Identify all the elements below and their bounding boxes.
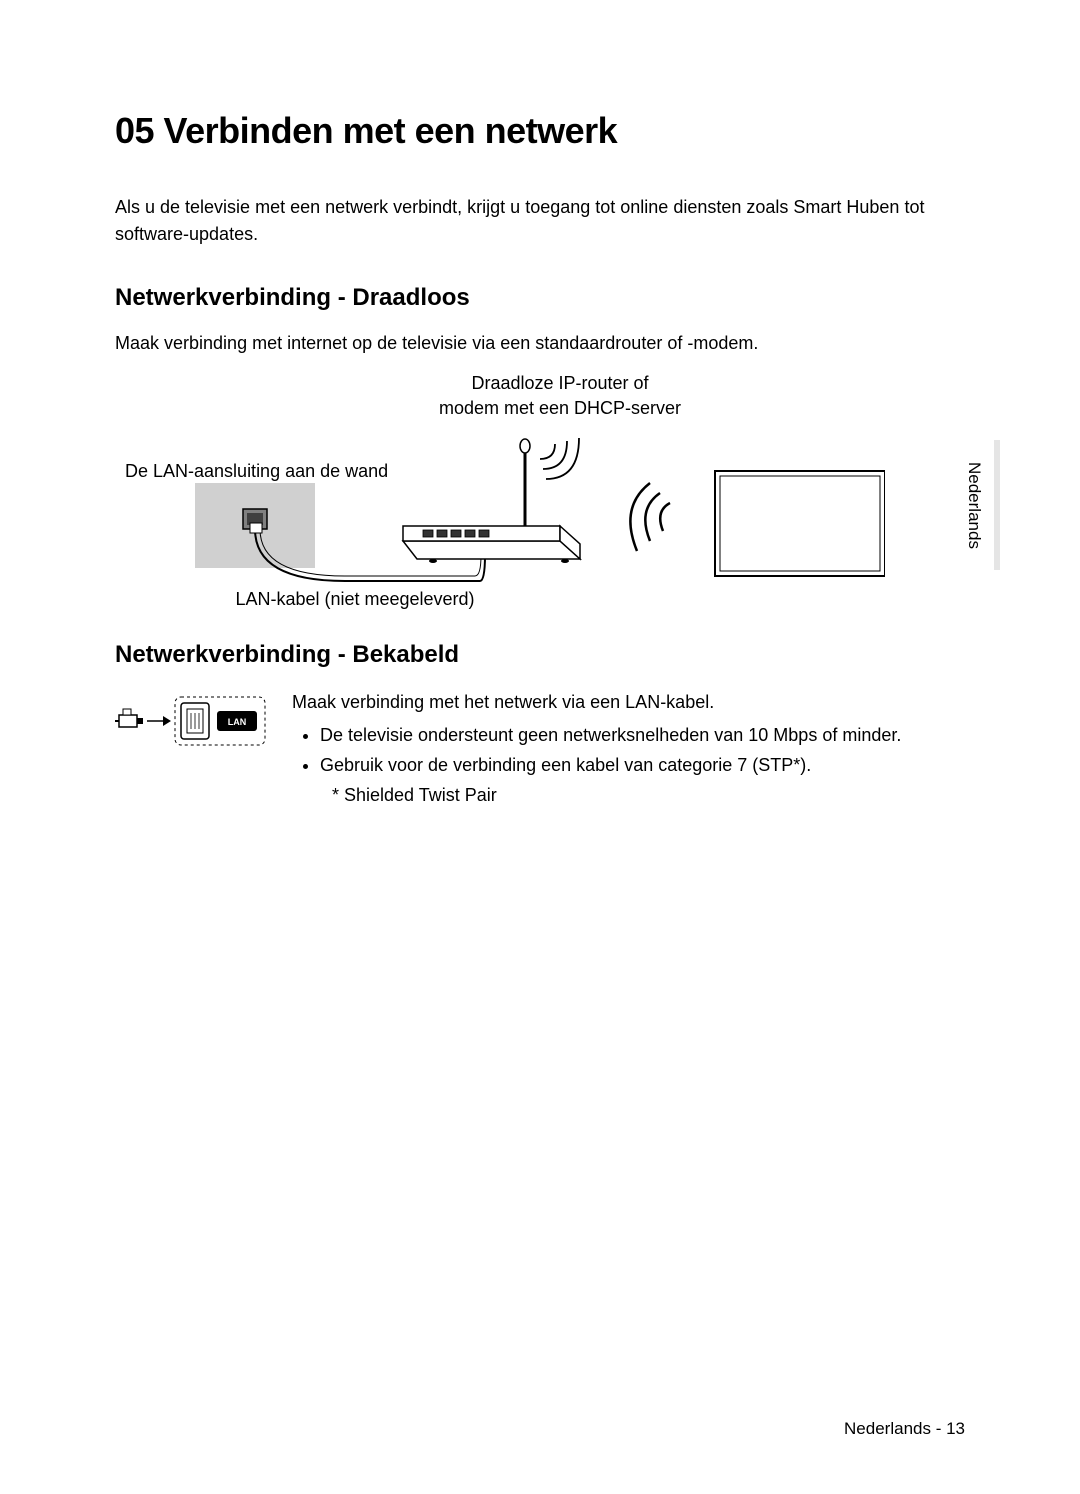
wifi-signal-icon bbox=[540, 438, 579, 479]
router-label-line1: Draadloze IP-router of bbox=[471, 373, 648, 393]
intro-paragraph: Als u de televisie met een netwerk verbi… bbox=[115, 194, 965, 248]
wired-section: LAN Maak verbinding met het netwerk via … bbox=[115, 689, 965, 809]
language-tab-text: Nederlands bbox=[964, 462, 984, 549]
wired-bullet-1: De televisie ondersteunt geen netwerksne… bbox=[320, 722, 965, 750]
page-title: 05 Verbinden met een netwerk bbox=[115, 110, 965, 152]
page-footer: Nederlands - 13 bbox=[844, 1419, 965, 1439]
language-tab-bar bbox=[994, 440, 1000, 570]
wired-bullets: De televisie ondersteunt geen netwerksne… bbox=[292, 722, 965, 780]
router-icon bbox=[403, 439, 580, 563]
lan-badge-text: LAN bbox=[228, 717, 247, 727]
wired-bullet-2: Gebruik voor de verbinding een kabel van… bbox=[320, 752, 965, 780]
wifi-receive-icon bbox=[630, 483, 670, 551]
language-tab: Nederlands bbox=[964, 440, 1000, 570]
wireless-heading: Netwerkverbinding - Draadloos bbox=[115, 284, 965, 312]
wireless-diagram: Draadloze IP-router of modem met een DHC… bbox=[115, 371, 965, 621]
wired-heading: Netwerkverbinding - Bekabeld bbox=[115, 641, 965, 669]
wireless-diagram-svg bbox=[165, 431, 885, 621]
wireless-body: Maak verbinding met internet op de telev… bbox=[115, 330, 965, 357]
wired-body: Maak verbinding met het netwerk via een … bbox=[292, 689, 965, 716]
router-label: Draadloze IP-router of modem met een DHC… bbox=[360, 371, 760, 421]
router-label-line2: modem met een DHCP-server bbox=[439, 398, 681, 418]
tv-icon bbox=[715, 471, 885, 576]
lan-port-diagram: LAN bbox=[115, 693, 270, 763]
wired-footnote: * Shielded Twist Pair bbox=[292, 782, 965, 809]
